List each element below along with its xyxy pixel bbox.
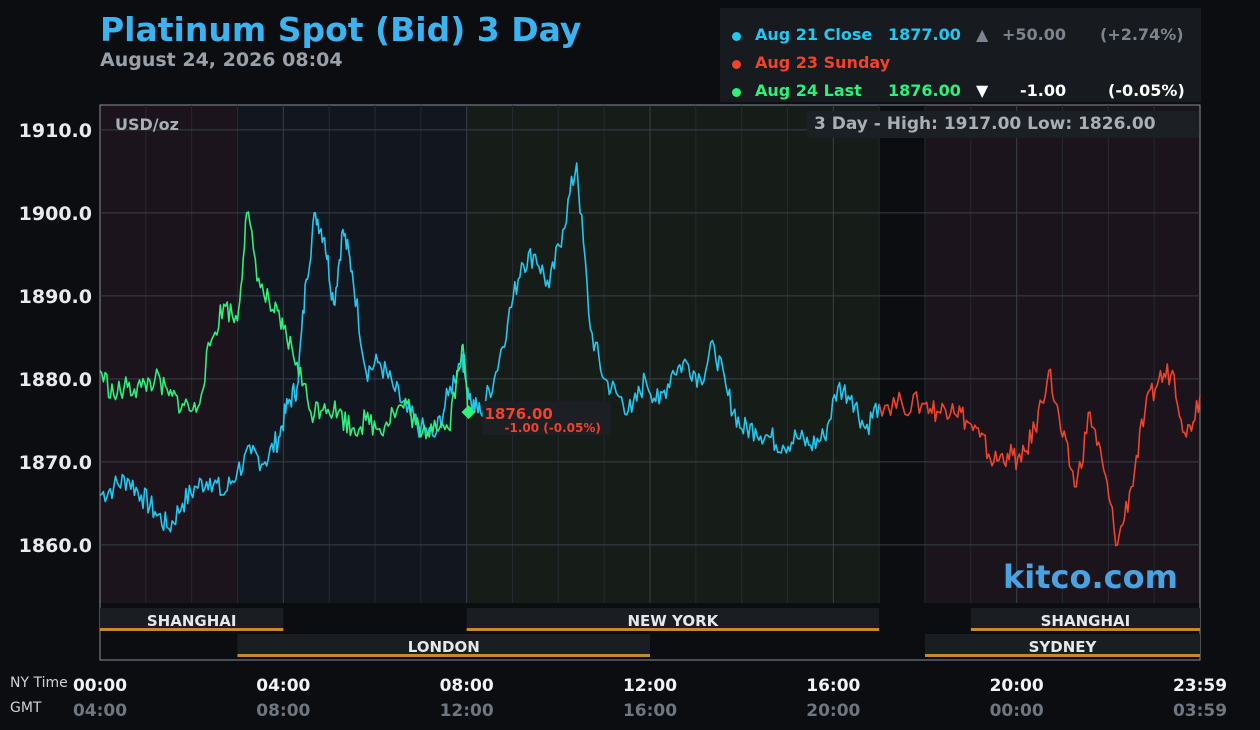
session-bar-line bbox=[237, 654, 650, 657]
legend-sunday-label: Aug 23 Sunday bbox=[755, 53, 891, 72]
ny-time-label: NY Time bbox=[10, 675, 68, 691]
chart-subtitle: August 24, 2026 08:04 bbox=[100, 49, 343, 71]
legend-dot-close bbox=[732, 32, 741, 41]
legend-last-label: Aug 24 Last bbox=[755, 81, 862, 100]
session-label: SYDNEY bbox=[1028, 638, 1097, 656]
x-tick-ny: 08:00 bbox=[439, 676, 494, 696]
legend-close-price: 1877.00 bbox=[888, 25, 961, 44]
legend-row-last: Aug 24 Last 1876.00 ▼ -1.00 (-0.05%) bbox=[720, 81, 1201, 105]
session-bar-line bbox=[466, 628, 880, 631]
session-bar bbox=[466, 608, 880, 630]
y-tick-label: 1910.0 bbox=[19, 120, 92, 142]
legend-close-pct: (+2.74%) bbox=[1100, 25, 1184, 44]
session-band bbox=[879, 105, 925, 603]
x-tick-gmt: 03:59 bbox=[1172, 701, 1228, 721]
y-tick-label: 1860.0 bbox=[19, 535, 92, 557]
session-bar bbox=[237, 634, 650, 656]
legend-last-pct: (-0.05%) bbox=[1108, 81, 1185, 100]
current-change-text: -1.00 (-0.05%) bbox=[505, 421, 601, 435]
session-bar bbox=[100, 608, 284, 630]
x-tick-ny: 23:59 bbox=[1172, 676, 1228, 696]
session-band bbox=[237, 105, 467, 603]
x-tick-gmt: 16:00 bbox=[622, 701, 678, 721]
y-tick-label: 1900.0 bbox=[19, 203, 92, 225]
session-bar-line bbox=[100, 628, 284, 631]
x-tick-ny: 04:00 bbox=[256, 676, 311, 696]
x-tick-gmt: 04:00 bbox=[72, 701, 128, 721]
x-tick-gmt: 08:00 bbox=[256, 701, 311, 721]
session-label: SHANGHAI bbox=[146, 612, 237, 630]
y-tick-label: 1890.0 bbox=[19, 286, 92, 308]
unit-label: USD/oz bbox=[115, 115, 179, 134]
legend-row-sunday: Aug 23 Sunday bbox=[720, 53, 1201, 77]
legend-last-change: -1.00 bbox=[1020, 81, 1067, 100]
legend-close-label: Aug 21 Close bbox=[755, 25, 873, 44]
legend-close-arrow: ▲ bbox=[976, 25, 989, 44]
legend-dot-last bbox=[732, 88, 741, 97]
session-label: NEW YORK bbox=[627, 612, 719, 630]
y-tick-label: 1870.0 bbox=[19, 452, 92, 474]
x-tick-gmt: 12:00 bbox=[439, 701, 494, 721]
series-line-2 bbox=[99, 211, 469, 440]
session-band bbox=[100, 105, 238, 603]
brand-logo[interactable]: kitco.com bbox=[1003, 558, 1178, 596]
x-tick-gmt: 00:00 bbox=[989, 701, 1044, 721]
x-tick-ny: 00:00 bbox=[72, 676, 128, 696]
legend-dot-sunday bbox=[732, 60, 741, 69]
series-line-0 bbox=[99, 162, 880, 533]
x-tick-ny: 16:00 bbox=[806, 676, 861, 696]
legend-close-change: +50.00 bbox=[1002, 25, 1067, 44]
y-tick-label: 1880.0 bbox=[19, 369, 92, 391]
legend: Aug 21 Close 1877.00 ▲ +50.00 (+2.74%) A… bbox=[720, 8, 1201, 102]
session-label: LONDON bbox=[407, 638, 480, 656]
current-price-marker bbox=[461, 405, 476, 420]
session-bar-line bbox=[970, 628, 1200, 631]
session-bar bbox=[970, 608, 1200, 630]
current-price-text: 1876.00 bbox=[485, 405, 553, 423]
x-tick-ny: 12:00 bbox=[622, 676, 678, 696]
session-band bbox=[466, 105, 880, 603]
session-bar bbox=[925, 634, 1200, 656]
legend-last-price: 1876.00 bbox=[888, 81, 961, 100]
x-tick-ny: 20:00 bbox=[989, 676, 1044, 696]
gmt-label: GMT bbox=[10, 700, 42, 716]
session-label: SHANGHAI bbox=[1040, 612, 1131, 630]
high-low-badge: 3 Day - High: 1917.00 Low: 1826.00 bbox=[807, 111, 1199, 138]
session-bar-line bbox=[925, 654, 1200, 657]
chart-title: Platinum Spot (Bid) 3 Day bbox=[100, 10, 582, 49]
legend-row-close: Aug 21 Close 1877.00 ▲ +50.00 (+2.74%) bbox=[720, 25, 1201, 49]
series-line-1 bbox=[878, 363, 1201, 547]
current-price-box bbox=[482, 401, 611, 436]
legend-last-arrow: ▼ bbox=[976, 81, 989, 100]
x-tick-gmt: 20:00 bbox=[806, 701, 861, 721]
